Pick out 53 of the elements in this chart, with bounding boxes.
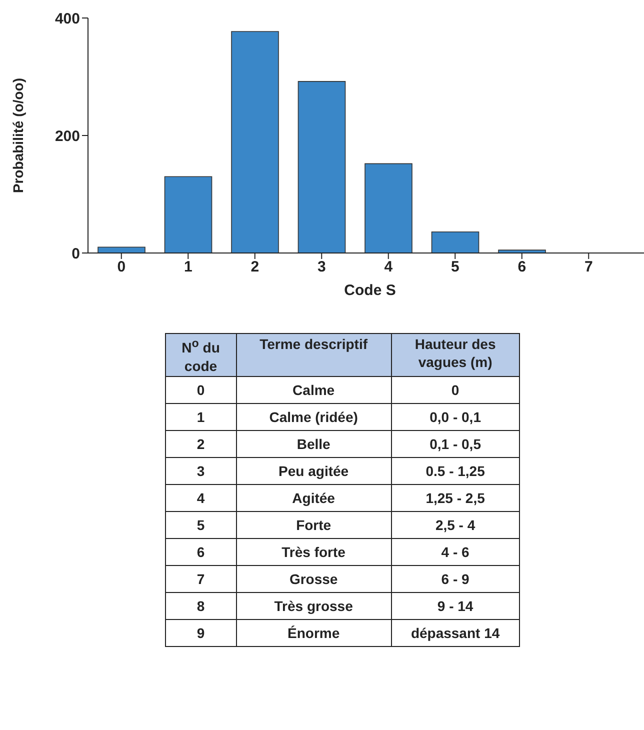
text: 0 — [391, 376, 520, 404]
text: 3 — [166, 457, 236, 484]
text: 2 — [166, 430, 236, 458]
text: Grosse — [236, 565, 392, 592]
x-tick-label: 5 — [450, 258, 460, 276]
text: Très grosse — [236, 592, 392, 620]
x-tick-label: 1 — [184, 258, 192, 276]
x-tick-label: 7 — [584, 258, 593, 276]
text: 0,1 - 0,5 — [391, 430, 520, 458]
y-tick-label: 200 — [54, 128, 80, 145]
bar — [431, 231, 480, 253]
y-tick-label: 400 — [54, 10, 80, 28]
text: 4 - 6 — [391, 538, 520, 566]
text: Très forte — [236, 538, 392, 566]
x-tick-label: 3 — [317, 258, 326, 276]
text: N$^{o}$ du code — [166, 334, 236, 376]
text: 9 - 14 — [391, 592, 520, 620]
text: 1,25 - 2,5 — [391, 484, 520, 512]
text: Calme (ridée) — [236, 403, 392, 430]
x-tick-label: 4 — [384, 258, 394, 276]
bar — [98, 246, 146, 253]
text: Forte — [236, 511, 392, 538]
x-tick-label: 6 — [518, 258, 526, 276]
y-tick-label: 0 — [72, 245, 80, 262]
text: 1 — [166, 403, 236, 430]
text: Belle — [236, 430, 392, 458]
text: 8 — [166, 592, 236, 620]
text: 0 — [166, 376, 236, 404]
text: 9 — [166, 619, 236, 646]
text: 7 — [166, 565, 236, 592]
text: 5 — [166, 511, 236, 538]
text: Terme descriptif — [236, 334, 392, 376]
text: 6 - 9 — [391, 565, 520, 592]
text: 0.5 - 1,25 — [391, 457, 520, 484]
text: dépassant 14 — [391, 619, 520, 646]
text: Énorme — [236, 619, 392, 646]
text: Calme — [236, 376, 392, 404]
bar — [298, 81, 346, 253]
bar — [164, 176, 212, 253]
text: Hauteur des vagues (m) — [391, 334, 520, 376]
bar — [364, 163, 412, 253]
y-axis-title: Probabilité (o/oo) — [10, 78, 26, 194]
bar — [498, 250, 546, 253]
text: 2,5 - 4 — [391, 511, 520, 538]
x-tick-label: 2 — [250, 258, 260, 276]
text: 6 — [166, 538, 236, 566]
bar — [231, 31, 279, 253]
text: 4 — [166, 484, 236, 512]
text: Peu agitée — [236, 457, 392, 484]
x-axis-title: Code S — [344, 282, 396, 299]
x-tick-label: 0 — [117, 258, 126, 276]
text: Agitée — [236, 484, 392, 512]
text: 0,0 - 0,1 — [391, 403, 520, 430]
